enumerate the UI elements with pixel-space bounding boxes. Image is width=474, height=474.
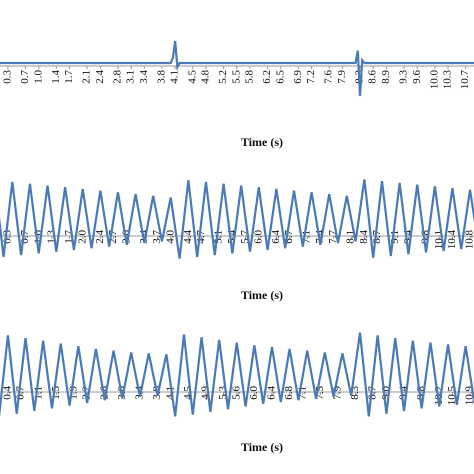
x-tick-label: 10.0	[428, 70, 440, 90]
x-tick-label: 8.4	[358, 230, 370, 244]
signal-line	[0, 179, 474, 259]
x-tick-label: 4.8	[200, 70, 212, 84]
x-tick-label: 4.4	[182, 230, 194, 244]
plot-area	[0, 179, 474, 259]
x-tick-label: 0.3	[1, 70, 13, 84]
x-tick-label: 10.7	[459, 70, 471, 90]
x-tick-label: 9.6	[411, 70, 423, 84]
x-axis-label: Time (s)	[241, 288, 283, 302]
x-tick-label: 8.7	[367, 386, 379, 400]
x-tick-label: 1.5	[50, 386, 62, 400]
x-tick-label: 3.8	[155, 70, 167, 84]
x-tick-label: 2.1	[81, 70, 93, 84]
plot-area	[0, 332, 474, 417]
x-tick-label: 1.7	[63, 70, 75, 84]
x-tick-label: 5.8	[244, 69, 256, 83]
x-tick-label: 2.8	[111, 70, 123, 84]
x-tick-label: 10.3	[442, 70, 454, 90]
x-tick-label: 1.4	[50, 70, 62, 84]
x-tick-label: 7.2	[305, 70, 317, 84]
x-tick-label: 2.4	[94, 70, 106, 84]
x-axis-label: Time (s)	[241, 135, 283, 149]
x-tick-label: 2.4	[94, 230, 106, 244]
x-tick-label: 10.9	[464, 386, 474, 406]
x-tick-label: 6.2	[261, 70, 273, 84]
x-tick-label: 6.9	[292, 70, 304, 84]
x-tick-label: 6.0	[252, 230, 264, 244]
x-tick-label: 6.0	[248, 386, 260, 400]
x-tick-label: 4.0	[164, 230, 176, 244]
x-tick-label: 6.4	[270, 230, 282, 244]
x-tick-label: 0.7	[19, 70, 31, 84]
x-tick-label: 8.9	[380, 70, 392, 84]
x-tick-label: 6.4	[266, 386, 278, 400]
x-tick-label: 7.9	[336, 70, 348, 84]
plot-area	[0, 40, 474, 97]
x-tick-label: 5.2	[217, 70, 229, 84]
x-tick-label: 7.6	[323, 70, 335, 84]
signal-line	[0, 40, 474, 97]
x-tick-label: 5.6	[230, 386, 242, 400]
x-tick-label: 9.3	[398, 70, 410, 84]
signal-line	[0, 332, 474, 417]
x-tick-label: 4.5	[182, 386, 194, 400]
x-tick-label: 0.4	[1, 386, 13, 400]
x-tick-label: 10.4	[446, 230, 458, 250]
x-tick-label: 10.8	[464, 230, 474, 250]
x-tick-label: 1.0	[32, 70, 44, 84]
x-axis-label: Time (s)	[241, 440, 283, 454]
x-tick-label: 2.0	[76, 230, 88, 244]
x-tick-label: 3.4	[138, 70, 150, 84]
x-tick-label: 3.1	[125, 70, 137, 84]
x-tick-label: 6.5	[274, 70, 286, 84]
x-tick-label: 5.5	[230, 70, 242, 84]
x-tick-label: 4.5	[186, 70, 198, 84]
x-tick-label: 4.1	[169, 70, 181, 84]
x-tick-label: 6.8	[283, 386, 295, 400]
x-tick-label: 8.6	[367, 70, 379, 84]
